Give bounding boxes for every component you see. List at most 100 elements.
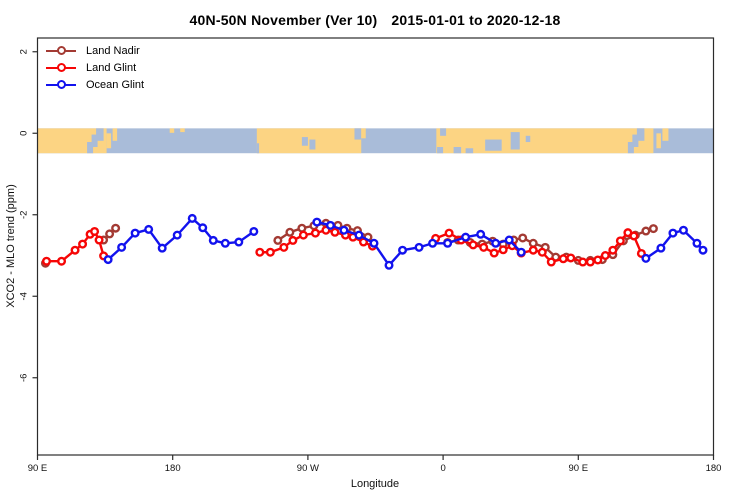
x-tick-label: 0 <box>440 463 445 474</box>
map-feature-land <box>106 133 112 149</box>
map-feature-water <box>627 142 634 154</box>
data-point-land-nadir <box>528 238 538 248</box>
data-point-ocean-glint <box>157 243 167 253</box>
data-point-ocean-glint <box>414 242 424 252</box>
data-point-ocean-glint <box>172 230 182 240</box>
data-point-ocean-glint <box>698 245 708 255</box>
legend-label-ocean-glint: Ocean Glint <box>86 78 145 91</box>
map-feature-land <box>656 133 661 149</box>
chart-title: 40N-50N November (Ver 10) 2015-01-01 to 2… <box>0 12 750 28</box>
y-tick-label: 0 <box>19 131 30 136</box>
x-axis-label: Longitude <box>350 478 400 490</box>
data-point-land-glint <box>489 248 499 258</box>
map-feature-water <box>301 137 308 146</box>
legend-item-land-glint: Land Glint <box>46 59 144 76</box>
data-point-land-glint <box>444 228 454 238</box>
data-point-land-glint <box>593 255 603 265</box>
map-feature-land <box>361 128 366 139</box>
x-tick-label: 90 E <box>28 463 48 474</box>
map-feature-land <box>662 128 669 141</box>
y-tick-label: -6 <box>19 374 30 382</box>
data-point-ocean-glint <box>656 243 666 253</box>
data-point-land-glint <box>608 245 618 255</box>
data-point-ocean-glint <box>491 238 501 248</box>
data-point-land-glint <box>310 228 320 238</box>
data-point-land-glint <box>298 230 308 240</box>
data-point-land-nadir <box>518 233 528 243</box>
y-tick-label: 2 <box>19 49 30 54</box>
map-feature-water <box>453 147 462 154</box>
data-point-land-glint <box>78 239 88 249</box>
data-point-land-glint <box>585 257 595 267</box>
data-point-land-glint <box>90 226 100 236</box>
map-feature-water <box>437 147 444 154</box>
map-feature-water <box>525 135 531 143</box>
legend-label-land-nadir: Land Nadir <box>86 44 140 57</box>
legend-item-land-nadir: Land Nadir <box>46 42 144 59</box>
data-point-land-glint <box>255 247 265 257</box>
x-tick-label: 90 W <box>297 463 319 474</box>
data-point-land-glint <box>479 242 489 252</box>
data-point-ocean-glint <box>641 253 651 263</box>
data-point-land-glint <box>42 256 52 266</box>
data-point-ocean-glint <box>312 217 322 227</box>
data-point-land-glint <box>57 256 67 266</box>
map-feature-water <box>510 132 520 150</box>
plot-border <box>36 37 715 456</box>
map-feature-water <box>632 134 639 148</box>
data-point-land-glint <box>578 257 588 267</box>
data-point-ocean-glint <box>678 225 688 235</box>
data-point-land-nadir <box>105 229 115 239</box>
data-point-ocean-glint <box>369 238 379 248</box>
data-point-ocean-glint <box>428 238 438 248</box>
y-axis-label: XCO2 - MLO trend (ppm) <box>5 184 17 308</box>
data-point-land-glint <box>330 227 340 237</box>
data-point-ocean-glint <box>354 230 364 240</box>
map-feature-water <box>465 148 474 154</box>
map-feature-land <box>180 128 185 133</box>
data-point-ocean-glint <box>117 242 127 252</box>
data-point-land-glint <box>498 245 508 255</box>
x-tick-label: 90 E <box>569 463 589 474</box>
data-point-land-nadir <box>285 227 295 237</box>
data-point-land-glint <box>94 235 104 245</box>
data-point-ocean-glint <box>325 220 335 230</box>
data-point-land-nadir <box>648 224 658 234</box>
data-point-ocean-glint <box>443 238 453 248</box>
chart-title-dates: 2015-01-01 to 2020-12-18 <box>391 12 561 28</box>
data-point-land-glint <box>546 257 556 267</box>
map-feature-water <box>636 128 645 141</box>
data-point-ocean-glint <box>234 237 244 247</box>
land-nadir-line-icon <box>46 46 76 55</box>
data-point-land-glint <box>566 253 576 263</box>
data-point-land-glint <box>528 245 538 255</box>
data-point-ocean-glint <box>668 228 678 238</box>
data-point-ocean-glint <box>220 238 230 248</box>
data-point-land-glint <box>629 231 639 241</box>
data-point-ocean-glint <box>130 228 140 238</box>
y-tick-label: -2 <box>19 211 30 219</box>
data-point-ocean-glint <box>476 229 486 239</box>
data-point-ocean-glint <box>103 255 113 265</box>
map-feature-water <box>309 139 316 150</box>
y-tick-label: -4 <box>19 292 30 300</box>
data-point-ocean-glint <box>398 245 408 255</box>
legend-item-ocean-glint: Ocean Glint <box>46 76 144 93</box>
data-point-land-glint <box>468 240 478 250</box>
data-point-ocean-glint <box>461 232 471 242</box>
legend: Land Nadir Land Glint Ocean Glint <box>46 42 144 93</box>
data-point-land-nadir <box>641 226 651 236</box>
data-point-land-nadir <box>297 223 307 233</box>
data-point-land-glint <box>70 245 80 255</box>
map-feature-water <box>485 139 502 151</box>
legend-label-land-glint: Land Glint <box>86 61 137 74</box>
ocean-glint-line-icon <box>46 80 76 89</box>
map-feature-water <box>87 142 94 154</box>
data-point-land-glint <box>288 235 298 245</box>
data-point-ocean-glint <box>198 223 208 233</box>
map-feature-water <box>354 128 362 140</box>
land-glint-line-icon <box>46 63 76 72</box>
data-point-land-glint <box>558 254 568 264</box>
